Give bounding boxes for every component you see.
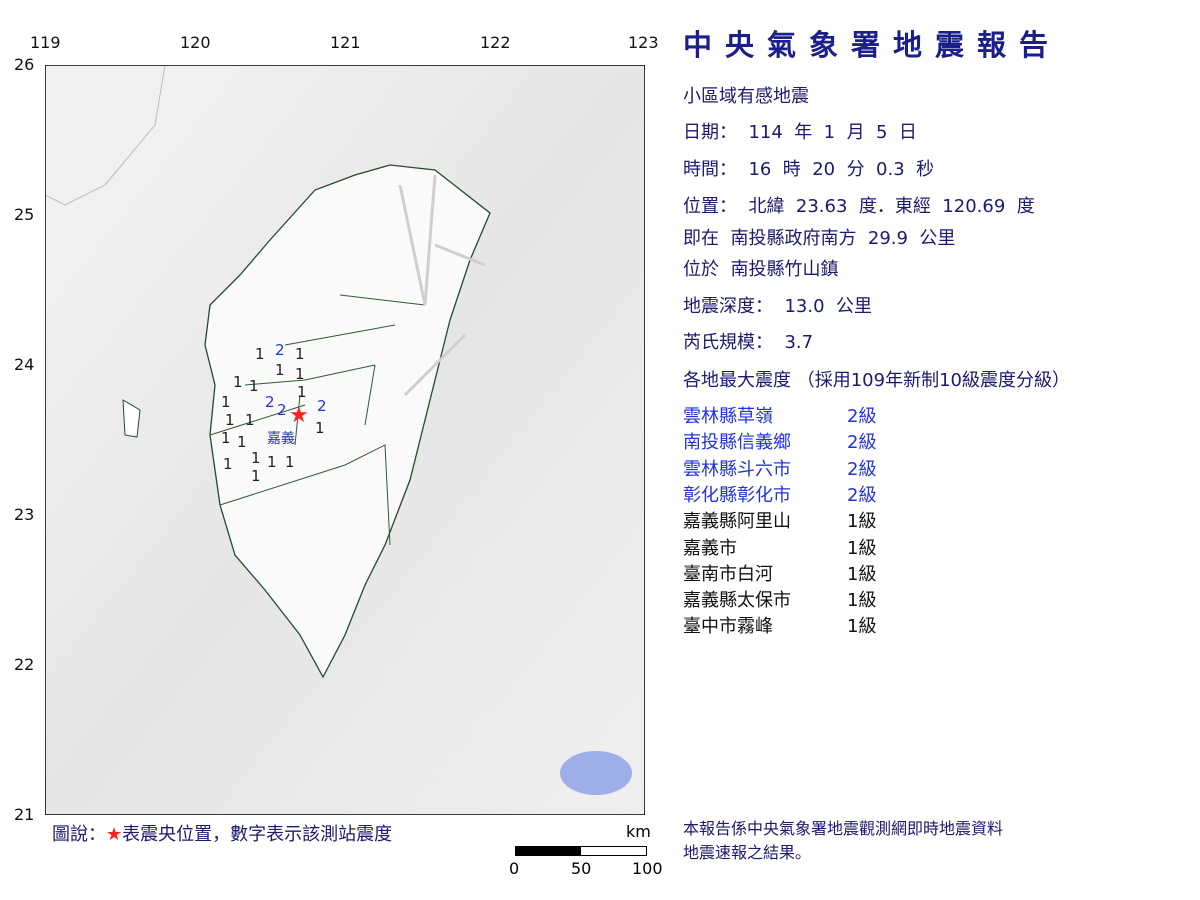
report-time: 時間： 16 時 20 分 0.3 秒 xyxy=(683,159,935,180)
station-level: 1級 xyxy=(847,616,877,638)
station-name: 臺南市白河 xyxy=(683,563,773,585)
station-name: 臺中市霧峰 xyxy=(683,616,773,638)
scale-label: 50 xyxy=(571,859,592,878)
penghu-islands xyxy=(122,399,141,438)
report-date: 日期： 114 年 1 月 5 日 xyxy=(683,122,917,143)
station-intensity: 1 xyxy=(315,419,325,437)
station-intensity: 1 xyxy=(251,467,261,485)
lon-tick: 121 xyxy=(330,33,361,52)
station-name: 嘉義市 xyxy=(683,537,737,559)
legend-prefix: 圖說： xyxy=(52,824,106,845)
station-intensity: 1 xyxy=(237,433,247,451)
station-level: 2級 xyxy=(847,432,877,454)
report-position: 位置： 北緯 23.63 度．東經 120.69 度 xyxy=(683,196,1035,217)
epicenter-star-icon: ★ xyxy=(289,403,309,428)
station-intensity: 1 xyxy=(245,411,255,429)
lon-tick: 123 xyxy=(628,33,659,52)
station-level: 1級 xyxy=(847,511,877,533)
station-name: 彰化縣彰化市 xyxy=(683,484,791,506)
scale-unit: km xyxy=(626,822,651,841)
station-name: 嘉義縣太保市 xyxy=(683,590,791,612)
station-intensity: 1 xyxy=(255,345,265,363)
cwa-logo xyxy=(560,751,632,795)
station-name: 雲林縣斗六市 xyxy=(683,458,791,480)
lat-tick: 21 xyxy=(14,805,35,824)
station-intensity: 1 xyxy=(233,373,243,391)
intensity-header: 各地最大震度 （採用109年新制10級震度分級） xyxy=(683,370,1070,391)
star-icon: ★ xyxy=(106,824,123,845)
lat-tick: 26 xyxy=(14,55,35,74)
lat-tick: 24 xyxy=(14,355,35,374)
station-intensity: 1 xyxy=(223,455,233,473)
footer-note: 地震速報之結果。 xyxy=(683,843,812,862)
station-intensity: 1 xyxy=(267,453,277,471)
station-name: 嘉義縣阿里山 xyxy=(683,511,791,533)
station-intensity: 1 xyxy=(285,453,295,471)
report-located: 位於 南投縣竹山鎮 xyxy=(683,259,839,280)
station-intensity: 2 xyxy=(317,397,327,415)
station-intensity: 2 xyxy=(275,341,285,359)
station-level: 1級 xyxy=(847,537,877,559)
station-intensity: 1 xyxy=(221,429,231,447)
report-depth: 地震深度： 13.0 公里 xyxy=(683,296,872,317)
station-intensity: 2 xyxy=(265,393,275,411)
report-title: 中央氣象署地震報告 xyxy=(683,28,1062,62)
mountain-relief xyxy=(398,174,486,397)
county-borders xyxy=(209,294,426,546)
station-intensity: 1 xyxy=(297,383,307,401)
footer-note: 本報告係中央氣象署地震觀測網即時地震資料 xyxy=(683,819,1004,838)
lat-tick: 25 xyxy=(14,205,35,224)
scale-label: 100 xyxy=(632,859,663,878)
station-name: 雲林縣草嶺 xyxy=(683,406,773,427)
lat-tick: 22 xyxy=(14,655,35,674)
station-intensity: 1 xyxy=(295,365,305,383)
station-level: 2級 xyxy=(847,406,877,427)
report-type: 小區域有感地震 xyxy=(683,86,809,107)
station-level: 1級 xyxy=(847,590,877,612)
taiwan-island xyxy=(204,164,491,679)
station-name: 南投縣信義鄉 xyxy=(683,432,791,454)
station-intensity: 1 xyxy=(275,361,285,379)
station-level: 1級 xyxy=(847,563,877,585)
station-intensity: 1 xyxy=(295,345,305,363)
lat-tick: 23 xyxy=(14,505,35,524)
city-label: 嘉義 xyxy=(267,431,295,447)
map-svg xyxy=(38,58,652,822)
report-magnitude: 芮氏規模： 3.7 xyxy=(683,332,814,353)
lon-tick: 119 xyxy=(30,33,61,52)
legend-text: 表震央位置，數字表示該測站震度 xyxy=(122,824,393,845)
station-intensity: 1 xyxy=(249,377,259,395)
scale-bar xyxy=(515,846,647,856)
lon-tick: 122 xyxy=(480,33,511,52)
map-legend: 圖說：★表震央位置，數字表示該測站震度 xyxy=(52,824,392,846)
station-level: 2級 xyxy=(847,484,877,506)
station-intensity: 1 xyxy=(251,449,261,467)
lon-tick: 120 xyxy=(180,33,211,52)
station-intensity: 1 xyxy=(225,411,235,429)
station-level: 2級 xyxy=(847,458,877,480)
station-intensity: 2 xyxy=(277,401,287,419)
scale-label: 0 xyxy=(509,859,520,878)
station-intensity: 1 xyxy=(221,393,231,411)
report-relative: 即在 南投縣政府南方 29.9 公里 xyxy=(683,228,956,249)
